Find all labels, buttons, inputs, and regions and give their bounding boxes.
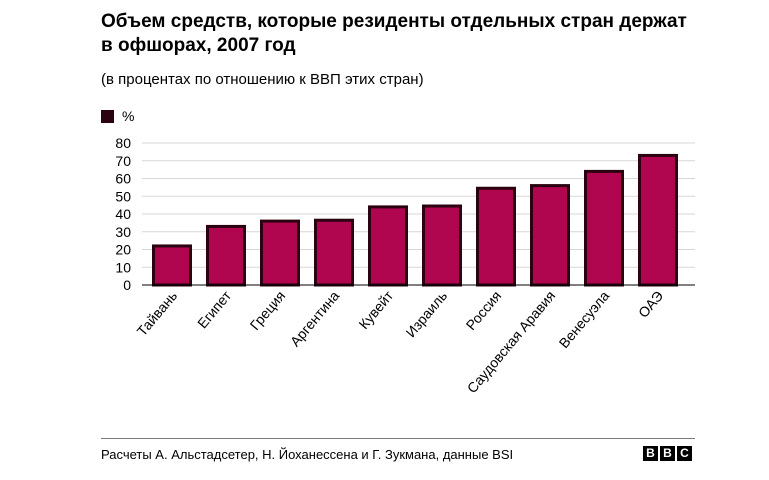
y-tick-label: 20 [115, 242, 131, 258]
x-tick-label: Аргентина [287, 287, 343, 349]
x-tick-label: Кувейт [355, 287, 396, 332]
bar [584, 169, 624, 287]
bar [476, 186, 516, 287]
y-tick-label: 30 [115, 224, 131, 240]
bar [206, 224, 246, 287]
bbc-logo-letter: B [643, 446, 658, 461]
x-tick-label: Россия [463, 288, 505, 333]
y-tick-label: 70 [115, 153, 131, 169]
x-tick-label: Венесуэла [556, 287, 613, 351]
bar [530, 184, 570, 287]
y-tick-label: 10 [115, 259, 131, 275]
x-tick-label: Израиль [402, 288, 450, 341]
y-tick-label: 80 [115, 135, 131, 151]
bar [422, 204, 462, 287]
y-tick-label: 40 [115, 206, 131, 222]
bbc-logo-letter: C [677, 446, 692, 461]
bar [368, 205, 408, 287]
y-tick-label: 50 [115, 188, 131, 204]
x-tick-label: Тайвань [134, 288, 181, 339]
x-tick-label: Египет [194, 287, 235, 331]
legend-label: % [122, 108, 135, 124]
bar [260, 219, 300, 287]
bar [314, 218, 354, 287]
legend-swatch [101, 109, 114, 123]
legend: % [101, 108, 134, 124]
chart-subtitle: (в процентах по отношению к ВВП этих стр… [101, 71, 424, 88]
x-tick-label: ОАЭ [635, 288, 666, 321]
x-tick-label: Греция [247, 288, 289, 333]
y-tick-label: 0 [123, 277, 131, 293]
source-note: Расчеты А. Альстадсетер, Н. Йоханессена … [101, 447, 514, 462]
bar [638, 153, 678, 287]
bbc-logo: B B C [643, 446, 692, 461]
bar [152, 244, 192, 287]
chart-title: Объем средств, которые резиденты отдельн… [101, 11, 687, 56]
y-tick-label: 60 [115, 171, 131, 187]
footer-divider [101, 438, 695, 439]
bbc-logo-letter: B [660, 446, 675, 461]
